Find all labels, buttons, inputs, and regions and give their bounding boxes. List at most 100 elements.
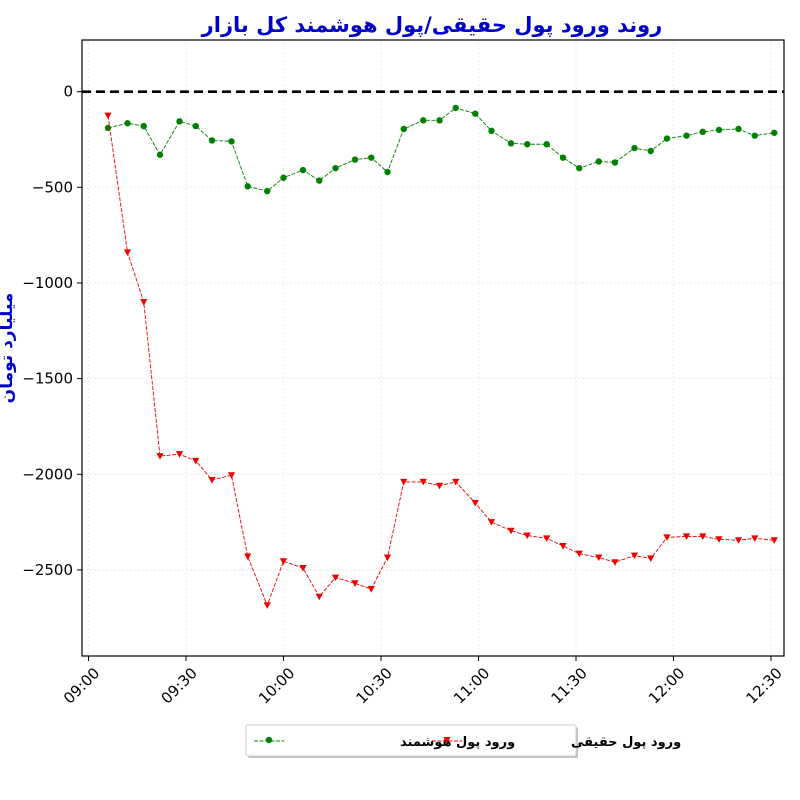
legend-label: ورود پول هوشمند [400,735,515,750]
data-point [244,183,251,190]
y-tick-label: −500 [32,178,73,196]
legend[interactable]: ورود پول هوشمند ورود پول حقیقی [245,724,681,758]
data-point [559,543,567,550]
data-point [383,554,392,562]
data-point [576,164,583,172]
y-axis-label: میلیارد تومان [0,293,17,404]
data-point [524,141,531,148]
x-tick-label: 11:30 [548,664,591,707]
x-tick-label: 12:00 [645,664,688,707]
data-point [663,534,671,541]
data-point [452,104,459,112]
data-point [699,128,706,136]
data-point [647,555,655,563]
data-point [280,174,287,181]
data-point [331,574,340,582]
data-point [452,478,460,486]
y-axis-ticks: 0 −500 −1000 −1500 −2000 −2500 [22,83,82,579]
data-point [559,154,567,161]
data-point [715,536,723,543]
data-point [682,533,691,541]
data-point [176,118,183,125]
data-point [420,117,427,124]
data-point [647,147,654,155]
data-point [575,550,583,558]
x-tick-label: 12:30 [743,664,786,707]
data-point [351,156,359,163]
data-point [436,117,443,124]
data-point [400,125,407,133]
data-point [140,299,148,306]
data-point [368,154,375,161]
data-point [124,120,131,127]
data-point [123,249,132,256]
x-tick-label: 11:00 [450,664,493,707]
data-point [611,159,619,166]
data-point [631,144,638,152]
y-tick-label: −2000 [22,465,73,483]
y-tick-label: −1000 [22,274,73,292]
data-point [419,478,427,486]
data-point [299,166,307,174]
data-point [734,537,743,544]
data-point [192,457,200,465]
data-point [543,535,551,542]
data-point [735,125,742,133]
data-point [156,453,164,460]
x-tick-label: 10:30 [353,664,396,707]
data-point [507,527,515,535]
data-point [156,151,164,158]
data-point [488,127,495,135]
data-point [175,451,184,458]
series-smart-money [104,104,778,195]
data-point [595,158,602,165]
data-point [208,137,216,144]
chart-title: روند ورود پول حقیقی/پول هوشمند کل بازار [201,13,663,37]
data-point [244,553,252,561]
series-real-money [104,112,778,609]
plot-frame [81,39,785,657]
x-tick-label: 10:00 [255,664,298,707]
data-point [487,519,496,526]
data-point [315,593,323,601]
data-point [751,132,758,139]
x-tick-label: 09:00 [60,664,103,707]
data-point [435,482,444,490]
data-point [104,112,112,120]
data-point [770,537,778,544]
data-point [507,140,515,147]
x-tick-label: 09:30 [158,664,201,707]
data-point [140,122,147,130]
data-point [351,580,359,587]
series-line [107,115,775,607]
data-point [611,559,619,566]
y-tick-label: 0 [63,83,73,101]
data-point [751,535,759,542]
data-point [715,126,723,134]
data-point [316,177,323,184]
data-point [264,187,271,195]
data-point [228,138,235,145]
legend-box [245,724,577,757]
legend-item[interactable]: ورود پول حقیقی [432,735,681,750]
x-axis-ticks: 09:00 09:30 10:00 10:30 11:00 11:30 12:00 12:30 [60,656,786,707]
y-tick-label: −1500 [22,370,73,388]
data-point [263,602,271,609]
y-tick-label: −2500 [22,561,73,579]
data-point [543,141,550,148]
data-point [471,499,479,507]
legend-item[interactable]: ورود پول هوشمند [254,735,515,750]
data-point [400,478,408,486]
legend-label: ورود پول حقیقی [571,735,681,750]
grid-lines [82,40,784,656]
data-point [663,135,671,142]
data-point [227,472,236,479]
data-point [279,558,288,565]
data-point [332,164,339,172]
data-point [595,554,603,562]
data-point [384,168,391,176]
series-layer [104,104,778,609]
data-point [367,586,375,593]
legend-marker [443,737,451,744]
